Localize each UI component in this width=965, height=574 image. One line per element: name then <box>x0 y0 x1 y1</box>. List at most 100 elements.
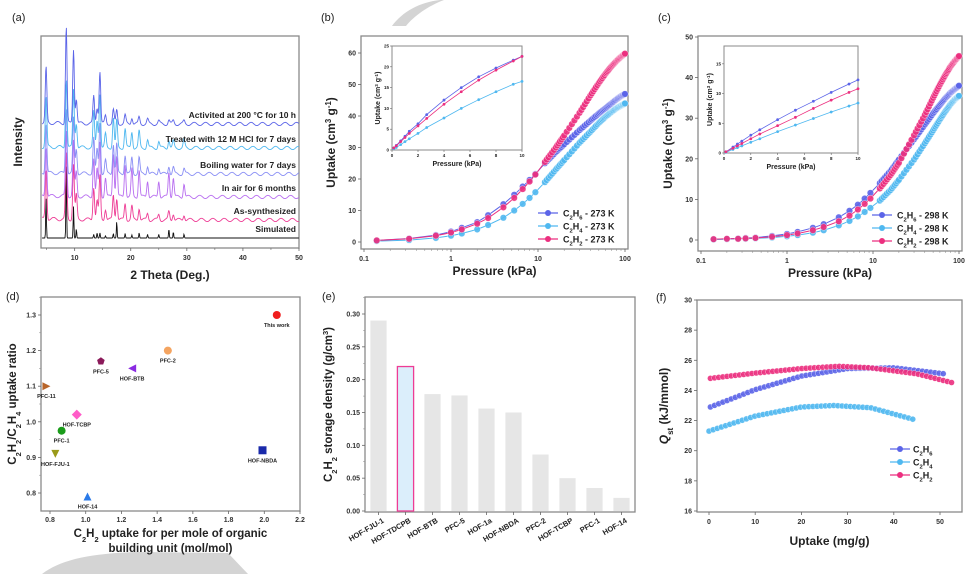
x-tick-label: 0.1 <box>696 258 706 265</box>
y-tick-label: 0.9 <box>26 455 36 462</box>
data-point <box>854 206 862 214</box>
point-label: HOF-NBDA <box>248 458 277 464</box>
text-span: Uptake (cm <box>375 87 382 125</box>
inset-y-tick-label: 5 <box>386 127 389 132</box>
text-span: C <box>913 458 920 468</box>
point-label: PFC-2 <box>160 359 176 365</box>
legend-marker <box>897 446 903 452</box>
panel-c-inset-frame <box>723 45 859 154</box>
data-point <box>742 234 750 242</box>
inset-x-tick-label: 4 <box>776 156 779 161</box>
text-span: 2 <box>330 470 339 474</box>
y-axis-label: Intensity <box>11 117 25 167</box>
inset-data-point <box>494 90 498 94</box>
y-tick-label: 1.3 <box>26 313 36 320</box>
text-span: -1 <box>374 73 379 78</box>
text-span: H <box>907 211 914 221</box>
trace-label: Boiling water for 7 days <box>200 160 296 170</box>
text-span: H <box>573 235 580 245</box>
trace-label: Simulated <box>255 224 296 234</box>
inset-data-point <box>758 132 762 136</box>
bar-hof-tcbp <box>559 478 576 511</box>
inset-x-label: Pressure (kPa) <box>766 164 815 171</box>
data-point <box>783 231 791 239</box>
legend-label: C2H6 - 273 K <box>563 209 615 222</box>
panel-c-frame <box>697 35 963 252</box>
data-point <box>710 235 718 243</box>
data-point <box>866 195 874 203</box>
data-point <box>510 206 518 214</box>
scatter-point-circle <box>57 426 66 435</box>
inset-x-label: Pressure (kPa) <box>432 161 481 168</box>
panel-a-frame <box>40 35 300 249</box>
inset-x-tick-label: 6 <box>469 153 472 158</box>
scatter-point-circle <box>272 311 281 319</box>
text-span: g <box>324 108 338 119</box>
text-span: H <box>923 445 930 455</box>
inset-x-tick-label: 6 <box>803 156 806 161</box>
data-point <box>948 379 955 386</box>
inset-data-point <box>394 144 398 148</box>
data-point <box>723 235 731 243</box>
inset-data-point <box>477 78 481 82</box>
x-tick-label: 1 <box>449 256 453 263</box>
scatter-point-circle <box>163 346 172 355</box>
inset-data-point <box>416 122 420 126</box>
text-span: /C <box>7 428 19 440</box>
data-point <box>866 204 874 212</box>
inset-data-point <box>724 150 728 154</box>
inset-x-tick-label: 0 <box>391 153 394 158</box>
y-tick-label: 0.25 <box>346 344 360 351</box>
text-span: (kJ/mmol) <box>657 368 671 428</box>
text-span: - 298 K <box>917 211 950 221</box>
text-span: 2 <box>920 452 924 458</box>
scatter-point-pentagon <box>97 357 105 365</box>
y-tick-label: 1.2 <box>26 348 36 355</box>
text-span: - 298 K <box>917 224 950 234</box>
inset-y-tick-label: 0 <box>386 148 389 153</box>
text-span: H <box>923 458 930 468</box>
trace-label: Treated with 12 M HCl for 7 days <box>166 134 297 144</box>
y-tick-label: 0.10 <box>346 443 360 450</box>
text-span: Uptake (cm <box>324 123 338 188</box>
x-tick-label: 10 <box>751 519 759 526</box>
data-point <box>734 235 742 243</box>
data-point <box>499 214 507 222</box>
inset-data-point <box>477 75 481 79</box>
inset-data-point <box>856 78 860 82</box>
inset-data-point <box>749 137 753 141</box>
text-span: 4 <box>579 229 583 235</box>
point-label: HOF-FJU-1 <box>41 462 70 468</box>
legend-marker <box>879 238 885 244</box>
data-point <box>531 171 539 179</box>
data-point <box>794 230 802 238</box>
inset-data-point <box>740 139 744 143</box>
text-span: ) <box>375 72 382 74</box>
x-tick-label: 1 <box>785 258 789 265</box>
legend-marker <box>545 210 551 216</box>
scatter-point-triangle <box>83 492 92 501</box>
inset-data-point <box>407 131 411 135</box>
text-span: uptake ratio <box>7 343 19 411</box>
inset-y-tick-label: 15 <box>716 61 722 66</box>
data-point <box>621 90 629 98</box>
scatter-point-diamond <box>71 409 82 420</box>
text-span: -1 <box>324 101 333 109</box>
pxrd-trace-5 <box>41 27 300 127</box>
text-span: g <box>661 109 675 120</box>
panel-d: (d) 0.8 1.0 1.2 1.4 1.6 1.8 2.0 2.2 0.8 0.9 1.0 1.1 1… <box>6 291 305 555</box>
x-tick-label: 40 <box>890 519 898 526</box>
inset-data-point <box>425 116 429 120</box>
x-tick-label: HOF-14 <box>601 516 629 538</box>
inset-data-point <box>459 86 463 89</box>
text-span: 2 <box>904 231 908 237</box>
y-tick-label: 0.05 <box>346 476 360 483</box>
x-tick-label: 0.8 <box>45 517 55 524</box>
inset-data-point <box>776 130 779 134</box>
text-span: 3 <box>374 84 379 87</box>
text-span: g <box>707 79 714 85</box>
text-span: H <box>86 528 94 540</box>
data-point <box>835 217 843 225</box>
text-span: Uptake (cm <box>707 88 714 126</box>
